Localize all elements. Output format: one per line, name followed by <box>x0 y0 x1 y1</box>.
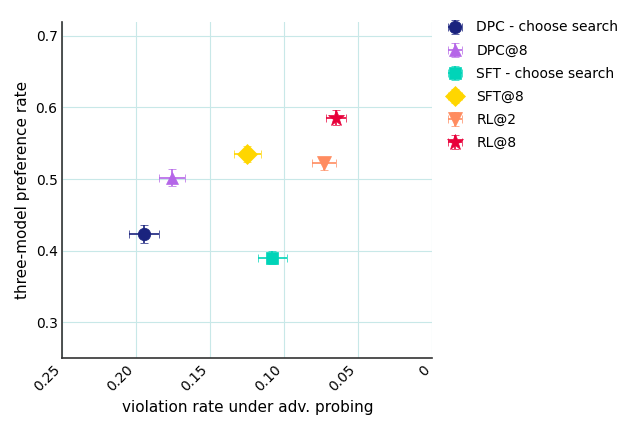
Y-axis label: three-model preference rate: three-model preference rate <box>15 81 30 299</box>
Legend: DPC - choose search, DPC@8, SFT - choose search, SFT@8, RL@2, RL@8: DPC - choose search, DPC@8, SFT - choose… <box>436 15 624 155</box>
X-axis label: violation rate under adv. probing: violation rate under adv. probing <box>122 400 373 415</box>
